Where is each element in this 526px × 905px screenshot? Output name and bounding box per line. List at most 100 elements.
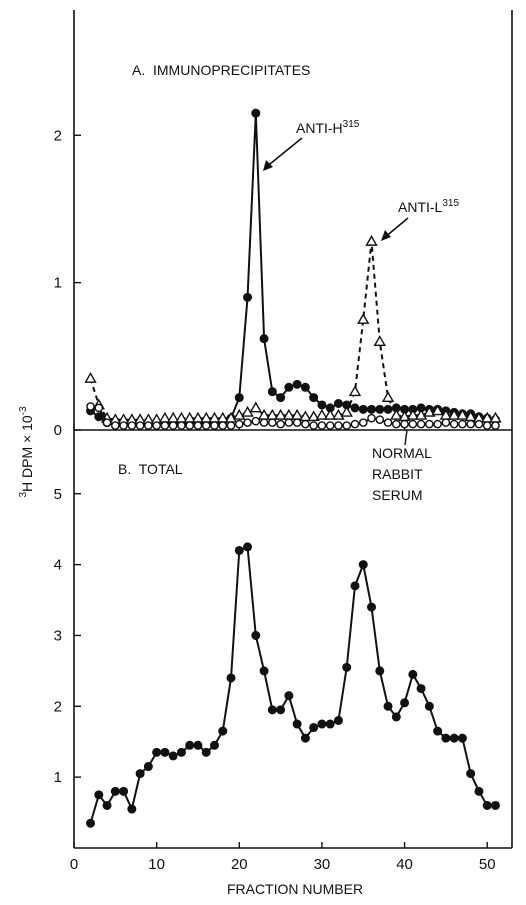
y-tick-label: 2 [54,698,62,715]
data-point-normal-rabbit-serum [433,419,442,429]
data-point-normal-rabbit-serum [474,419,484,429]
series-line-anti-l315 [89,241,496,421]
data-point-anti-h315 [276,393,286,403]
data-point-normal-rabbit-serum [334,421,343,430]
x-tick-label: 10 [148,856,165,873]
data-point-total [292,719,302,729]
data-point-normal-rabbit-serum [193,421,203,430]
data-point-normal-rabbit-serum [251,416,261,426]
data-point-anti-h315 [358,404,368,414]
data-point-normal-rabbit-serum [284,418,294,427]
data-point-normal-rabbit-serum [350,419,360,429]
x-tick-label: 40 [396,856,413,873]
data-point-normal-rabbit-serum [276,419,285,429]
data-point-total [333,715,343,725]
nrs-label-line2: RABBIT [372,466,423,482]
annotation-normal-rabbit-serum: NORMAL RABBIT SERUM [372,429,432,503]
data-point-anti-h315 [243,292,253,302]
data-point-total [449,733,459,743]
data-point-total [325,719,335,729]
data-point-anti-l315 [274,408,287,420]
data-point-normal-rabbit-serum [119,421,128,430]
data-point-anti-l315 [348,385,362,397]
data-point-anti-l315 [323,408,337,420]
data-point-anti-l315 [381,391,395,403]
anti-h-arrowhead [263,160,273,171]
data-point-anti-h315 [300,382,310,392]
data-point-total [300,733,310,743]
data-point-total [193,740,203,750]
panel-a-title: A. IMMUNOPRECIPITATES [132,62,310,78]
data-point-normal-rabbit-serum [177,421,186,430]
series-line-anti-h315 [89,113,496,424]
data-point-anti-h315 [259,334,269,344]
data-point-normal-rabbit-serum [144,421,153,430]
data-point-total [168,751,178,761]
y-tick-label: 2 [54,127,62,144]
y-axis-label: 3H DPM × 10-3 [18,406,35,498]
data-point-normal-rabbit-serum [317,421,327,430]
data-point-anti-h315 [383,404,393,414]
data-point-total [284,691,294,701]
data-point-total [135,769,145,779]
data-point-normal-rabbit-serum [102,418,112,427]
data-point-total [457,733,467,743]
data-point-total [251,630,261,640]
data-point-anti-h315 [234,393,244,403]
x-tick-label: 20 [231,856,248,873]
data-point-total [160,747,170,757]
x-axis-label: FRACTION NUMBER [227,881,363,897]
series-line-total [89,545,496,824]
data-point-anti-l315 [447,408,461,420]
y-tick-label: 4 [54,557,62,574]
data-point-total [309,723,319,733]
data-point-normal-rabbit-serum [185,421,194,430]
anti-l-label: ANTI-L315 [398,198,459,215]
data-point-total [383,701,393,711]
data-point-total [119,786,129,796]
data-point-normal-rabbit-serum [491,421,500,430]
annotation-anti-h: ANTI-H315 [263,119,360,171]
data-point-total [317,719,327,729]
data-point-total [86,818,96,828]
data-point-normal-rabbit-serum [210,421,219,430]
data-point-normal-rabbit-serum [160,421,170,430]
data-point-total [375,666,385,676]
data-point-normal-rabbit-serum [301,419,310,429]
data-point-total [218,726,228,736]
data-point-anti-l315 [249,401,263,413]
data-point-normal-rabbit-serum [309,421,318,430]
data-point-anti-l315 [406,408,420,420]
data-point-anti-h315 [284,382,294,392]
anti-h-label: ANTI-H315 [296,119,360,136]
panel-b-title: B. TOTAL [118,461,183,477]
data-point-total [152,747,162,757]
data-point-anti-l315 [340,405,353,417]
data-point-total [94,790,104,800]
data-point-anti-l315 [431,404,444,416]
data-point-normal-rabbit-serum [218,421,228,430]
data-point-anti-l315 [423,405,436,417]
data-point-normal-rabbit-serum [152,421,161,430]
data-point-normal-rabbit-serum [466,419,475,429]
data-point-total [276,705,286,715]
nrs-pointer [404,429,408,446]
data-point-total [259,666,269,676]
anti-l-arrowhead [381,230,391,241]
data-point-anti-l315 [315,408,329,420]
data-point-anti-h315 [367,404,377,414]
data-point-total [342,662,352,672]
data-point-total [267,705,277,715]
data-point-normal-rabbit-serum [325,421,335,430]
panel-b-axes [73,430,513,849]
data-point-total [201,747,211,757]
data-point-total [474,786,484,796]
data-point-anti-h315 [350,403,360,413]
panel-a-axes [73,10,513,431]
data-point-total [185,740,195,750]
data-point-normal-rabbit-serum [226,421,236,430]
data-point-anti-h315 [317,400,327,410]
data-point-anti-h315 [251,108,261,118]
data-point-anti-l315 [233,408,246,420]
